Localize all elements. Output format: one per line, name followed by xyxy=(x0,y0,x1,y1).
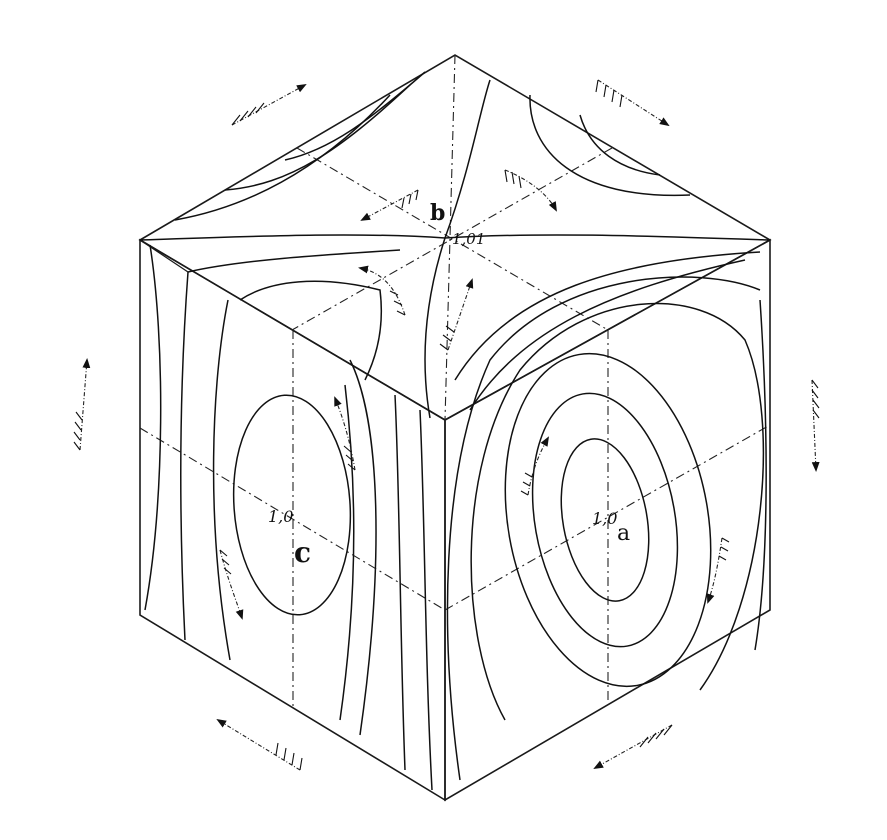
feathered-arrow-icon xyxy=(593,724,673,769)
feathered-arrow-icon xyxy=(219,549,244,620)
top-contour xyxy=(444,234,771,241)
left-contour xyxy=(339,384,355,721)
left-face-value: 1,0 xyxy=(268,507,293,526)
right-contour-3 xyxy=(504,352,712,688)
top-contour xyxy=(529,94,691,197)
top-axis-3 xyxy=(444,54,456,421)
top-axis-2 xyxy=(291,147,613,331)
top-contour xyxy=(424,237,446,419)
right-contour-1 xyxy=(560,438,650,602)
feathered-arrow-icon xyxy=(334,396,356,471)
left-contour xyxy=(212,299,231,661)
feathered-arrow-icon xyxy=(358,265,406,316)
left-contour xyxy=(179,271,189,641)
top-axis-1 xyxy=(296,147,609,331)
cube-right-face-outline xyxy=(444,238,771,802)
left-face-letter: c xyxy=(294,536,311,569)
top-contour xyxy=(579,114,661,176)
top-contour xyxy=(187,249,401,273)
top-contour xyxy=(284,71,426,161)
feathered-arrow-icon xyxy=(231,84,307,126)
feathered-arrow-icon xyxy=(73,358,91,451)
top-contour xyxy=(239,280,383,381)
top-contour xyxy=(454,251,761,381)
top-face-contours xyxy=(139,71,771,419)
feathered-arrow-icon xyxy=(216,718,303,771)
right-face-value: 1,0 xyxy=(592,509,617,528)
feathered-arrow-icon xyxy=(504,169,557,212)
top-contour xyxy=(469,259,746,411)
feathered-arrow-icon xyxy=(706,537,730,604)
feathered-arrow-icon xyxy=(520,436,549,496)
right-face-letter: a xyxy=(617,521,630,546)
right-contour-4 xyxy=(470,302,765,721)
cube-back-edge xyxy=(139,239,189,273)
feathered-arrow-icon xyxy=(439,278,474,351)
left-contour xyxy=(144,244,162,611)
left-face-contours xyxy=(144,244,433,791)
right-contour-5 xyxy=(446,276,761,781)
flow-arrows xyxy=(73,79,820,771)
face-axes xyxy=(139,54,771,708)
feathered-arrow-icon xyxy=(595,79,670,127)
left-contour xyxy=(394,394,406,771)
cube-outline xyxy=(138,54,772,802)
right-contour-2 xyxy=(531,392,679,648)
top-contour xyxy=(444,79,491,239)
top-contour xyxy=(139,234,446,241)
right-face-contours xyxy=(446,276,767,781)
left-axis-horizontal xyxy=(139,427,446,611)
right-axis-horizontal xyxy=(444,424,771,611)
left-contour-inner xyxy=(232,394,352,616)
top-contour xyxy=(224,84,411,191)
left-contour xyxy=(419,409,433,791)
feathered-arrow-icon xyxy=(811,379,820,472)
left-contour xyxy=(349,359,377,736)
feathered-arrow-icon xyxy=(360,189,419,221)
right-contour-6 xyxy=(754,299,767,651)
top-face-letter: b xyxy=(430,200,445,226)
top-face-value: 1,01 xyxy=(452,230,485,248)
face-labels: b 1,01 1,0 c 1,0 a xyxy=(268,200,630,569)
